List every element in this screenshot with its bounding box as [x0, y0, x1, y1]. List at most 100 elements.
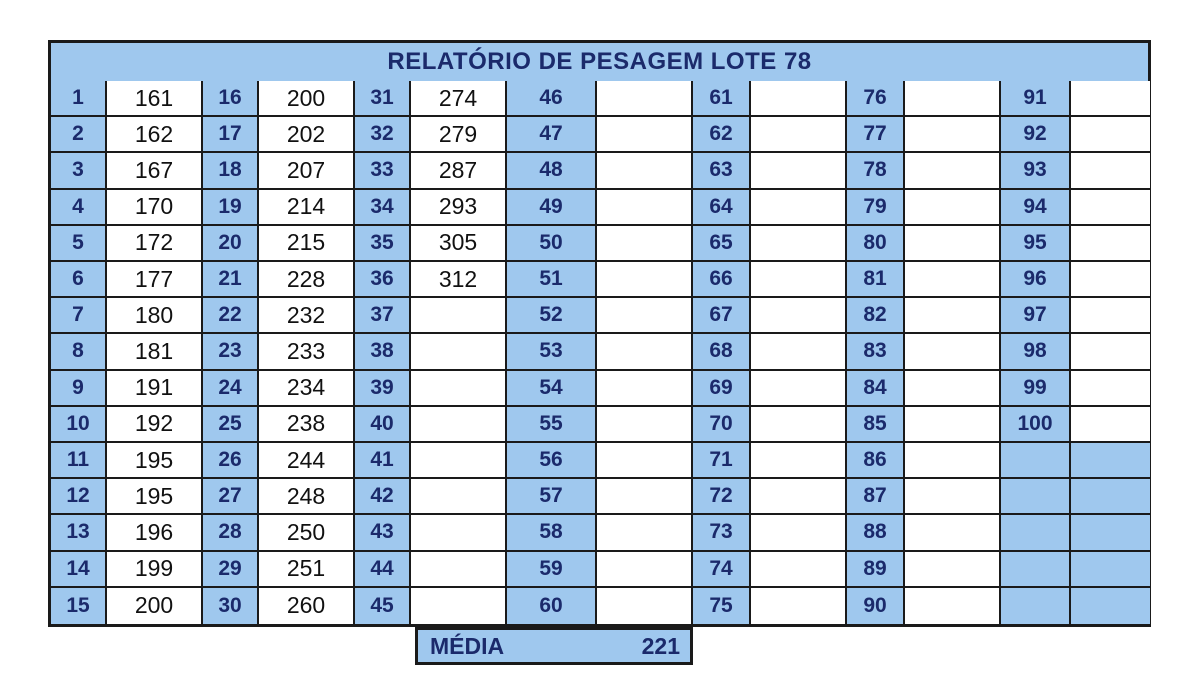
entry-number: 16 [203, 81, 259, 118]
weight-value: 260 [259, 587, 355, 624]
entry-number: 75 [693, 587, 751, 624]
entry-number: 17 [203, 117, 259, 154]
entry-number: 64 [693, 189, 751, 226]
weight-value [597, 515, 693, 552]
weight-value: 191 [107, 370, 203, 407]
entry-number: 57 [507, 479, 597, 516]
entry-number: 90 [847, 587, 905, 624]
weight-value [1071, 189, 1150, 226]
entry-number: 80 [847, 225, 905, 262]
weight-value [905, 153, 1001, 190]
weight-value [905, 443, 1001, 480]
entry-number: 85 [847, 406, 905, 443]
weight-value: 170 [107, 189, 203, 226]
entry-number: 12 [51, 479, 107, 516]
entry-number: 98 [1001, 334, 1071, 371]
weight-value [597, 334, 693, 371]
weight-value [1071, 370, 1150, 407]
entry-number: 3 [51, 153, 107, 190]
weight-value [597, 81, 693, 118]
weight-value: 238 [259, 406, 355, 443]
weight-value [1071, 153, 1150, 190]
entry-number: 26 [203, 443, 259, 480]
entry-number: 4 [51, 189, 107, 226]
weight-value [751, 225, 847, 262]
weight-value [411, 406, 507, 443]
entry-number: 29 [203, 551, 259, 588]
entry-number: 32 [355, 117, 411, 154]
entry-number: 46 [507, 81, 597, 118]
entry-number: 27 [203, 479, 259, 516]
weight-value [597, 587, 693, 624]
entry-number [1001, 515, 1071, 552]
weight-value [1071, 406, 1150, 443]
weight-value: 248 [259, 479, 355, 516]
entry-number: 21 [203, 262, 259, 299]
weight-value [751, 515, 847, 552]
entry-number: 61 [693, 81, 751, 118]
entry-number: 42 [355, 479, 411, 516]
weight-value: 200 [107, 587, 203, 624]
weight-value [597, 298, 693, 335]
average-box: MÉDIA 221 [415, 627, 693, 665]
entry-number: 19 [203, 189, 259, 226]
weight-value [751, 587, 847, 624]
weight-value [411, 298, 507, 335]
weight-value: 181 [107, 334, 203, 371]
weight-value: 180 [107, 298, 203, 335]
entry-number: 48 [507, 153, 597, 190]
weight-value [905, 334, 1001, 371]
weight-value: 232 [259, 298, 355, 335]
entry-number: 15 [51, 587, 107, 624]
entry-number: 10 [51, 406, 107, 443]
entry-number: 25 [203, 406, 259, 443]
entry-number: 11 [51, 443, 107, 480]
entry-number: 33 [355, 153, 411, 190]
entry-number: 82 [847, 298, 905, 335]
entry-number: 93 [1001, 153, 1071, 190]
entry-number: 92 [1001, 117, 1071, 154]
entry-number: 55 [507, 406, 597, 443]
entry-number: 86 [847, 443, 905, 480]
entry-number: 78 [847, 153, 905, 190]
weight-value: 215 [259, 225, 355, 262]
weight-value: 279 [411, 117, 507, 154]
weight-value: 199 [107, 551, 203, 588]
entry-number: 91 [1001, 81, 1071, 118]
entry-number: 68 [693, 334, 751, 371]
entry-number: 69 [693, 370, 751, 407]
entry-number: 59 [507, 551, 597, 588]
weight-value: 162 [107, 117, 203, 154]
weight-value [905, 298, 1001, 335]
weight-value [597, 370, 693, 407]
weight-value [1071, 117, 1150, 154]
weight-value: 172 [107, 225, 203, 262]
weight-value [597, 117, 693, 154]
entry-number: 30 [203, 587, 259, 624]
weight-value [411, 587, 507, 624]
entry-number: 43 [355, 515, 411, 552]
entry-number: 41 [355, 443, 411, 480]
weight-value: 293 [411, 189, 507, 226]
entry-number: 58 [507, 515, 597, 552]
entry-number [1001, 587, 1071, 624]
entry-number: 96 [1001, 262, 1071, 299]
weight-value [905, 81, 1001, 118]
weight-value: 195 [107, 479, 203, 516]
average-value: 221 [641, 632, 680, 659]
entry-number: 60 [507, 587, 597, 624]
weight-value [1071, 587, 1150, 624]
weight-value [751, 406, 847, 443]
entry-number [1001, 443, 1071, 480]
entry-number: 76 [847, 81, 905, 118]
weight-value [751, 551, 847, 588]
weight-value: 207 [259, 153, 355, 190]
weight-value [597, 443, 693, 480]
entry-number: 73 [693, 515, 751, 552]
weight-value [597, 153, 693, 190]
entry-number: 47 [507, 117, 597, 154]
entry-number: 44 [355, 551, 411, 588]
entry-number: 66 [693, 262, 751, 299]
weight-value [411, 479, 507, 516]
weight-value [1071, 443, 1150, 480]
